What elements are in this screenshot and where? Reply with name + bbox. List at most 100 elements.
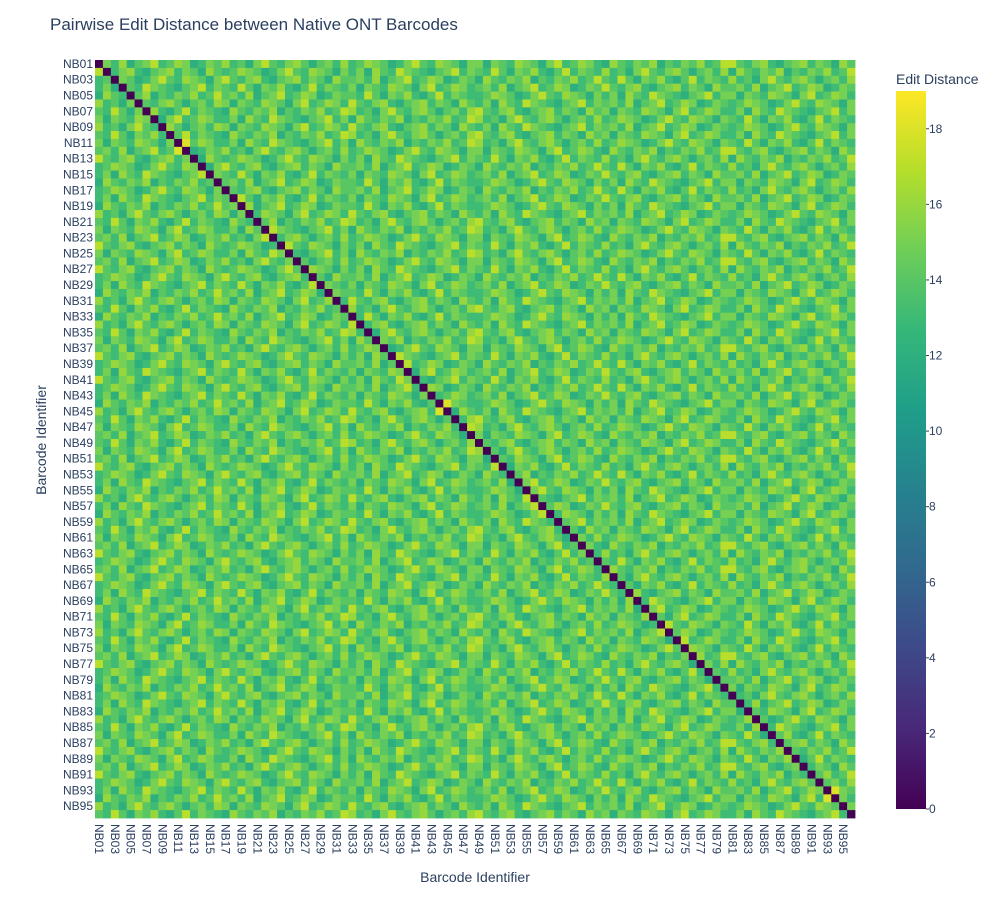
cell bbox=[197, 446, 207, 456]
cell bbox=[213, 296, 223, 306]
cell bbox=[372, 249, 381, 258]
cell bbox=[174, 91, 183, 100]
cell bbox=[752, 194, 761, 203]
cell bbox=[728, 107, 737, 116]
cell bbox=[839, 446, 848, 456]
cell bbox=[847, 60, 856, 69]
cell bbox=[514, 446, 523, 456]
cell bbox=[728, 288, 737, 298]
cell bbox=[490, 288, 500, 298]
cell bbox=[546, 462, 555, 471]
cell bbox=[783, 328, 793, 337]
cell bbox=[102, 217, 112, 227]
cell bbox=[435, 99, 444, 108]
cell bbox=[839, 107, 848, 116]
cell bbox=[720, 123, 729, 132]
cell bbox=[498, 225, 508, 235]
cell bbox=[633, 131, 642, 140]
cell bbox=[197, 83, 207, 92]
cell bbox=[823, 202, 832, 211]
cell bbox=[475, 67, 484, 77]
cell bbox=[419, 170, 428, 179]
cell bbox=[839, 312, 848, 321]
cell bbox=[585, 202, 595, 211]
cell bbox=[292, 162, 302, 171]
cell bbox=[593, 115, 603, 124]
cell bbox=[166, 257, 175, 266]
cell bbox=[728, 138, 737, 148]
cell bbox=[752, 383, 761, 393]
cell bbox=[316, 281, 325, 290]
cell bbox=[403, 415, 413, 424]
cell bbox=[150, 162, 159, 171]
cell bbox=[728, 415, 737, 424]
cell bbox=[522, 60, 531, 69]
cell bbox=[261, 320, 270, 329]
cell bbox=[506, 60, 515, 69]
cell bbox=[356, 375, 365, 385]
cell bbox=[767, 131, 777, 140]
cell bbox=[467, 217, 476, 227]
cell bbox=[839, 407, 848, 416]
cell bbox=[411, 431, 420, 440]
cell bbox=[110, 217, 120, 227]
cell bbox=[205, 367, 215, 377]
cell bbox=[316, 383, 325, 393]
cell bbox=[324, 439, 333, 448]
cell bbox=[680, 446, 690, 456]
cell bbox=[205, 146, 215, 156]
cell bbox=[712, 233, 721, 243]
cell bbox=[728, 296, 737, 306]
cell bbox=[482, 170, 492, 179]
cell bbox=[831, 225, 840, 235]
cell bbox=[387, 344, 397, 353]
cell bbox=[570, 83, 579, 92]
cell bbox=[277, 407, 286, 416]
cell bbox=[530, 462, 539, 471]
cell bbox=[657, 225, 666, 235]
cell bbox=[126, 415, 135, 424]
cell bbox=[221, 75, 230, 85]
cell bbox=[554, 99, 563, 108]
cell bbox=[205, 123, 215, 132]
cell bbox=[364, 391, 373, 400]
cell bbox=[562, 75, 571, 85]
cell bbox=[174, 210, 183, 219]
cell bbox=[506, 75, 515, 85]
cell bbox=[665, 439, 674, 448]
cell bbox=[554, 375, 563, 385]
cell bbox=[522, 154, 531, 164]
cell bbox=[490, 107, 500, 116]
cell bbox=[570, 123, 579, 132]
cell bbox=[348, 431, 357, 440]
cell bbox=[791, 154, 800, 164]
cell bbox=[387, 91, 397, 100]
cell bbox=[609, 304, 618, 314]
cell bbox=[831, 273, 840, 282]
cell bbox=[475, 75, 484, 85]
cell bbox=[696, 162, 705, 171]
cell bbox=[372, 67, 381, 77]
cell bbox=[601, 288, 610, 298]
cell bbox=[174, 154, 183, 164]
cell bbox=[585, 415, 595, 424]
cell bbox=[213, 399, 223, 408]
cell bbox=[704, 194, 713, 203]
cell bbox=[783, 462, 793, 471]
cell bbox=[593, 312, 603, 321]
cell bbox=[633, 146, 642, 156]
cell bbox=[134, 241, 143, 250]
cell bbox=[839, 146, 848, 156]
cell bbox=[411, 257, 420, 266]
cell bbox=[530, 146, 539, 156]
cell bbox=[823, 360, 832, 369]
cell bbox=[261, 123, 270, 132]
cell bbox=[783, 265, 793, 274]
cell bbox=[118, 123, 128, 132]
cell bbox=[459, 423, 468, 432]
cell bbox=[285, 83, 294, 92]
cell bbox=[372, 407, 381, 416]
cell bbox=[110, 304, 120, 314]
cell bbox=[197, 60, 207, 69]
cell bbox=[665, 281, 674, 290]
